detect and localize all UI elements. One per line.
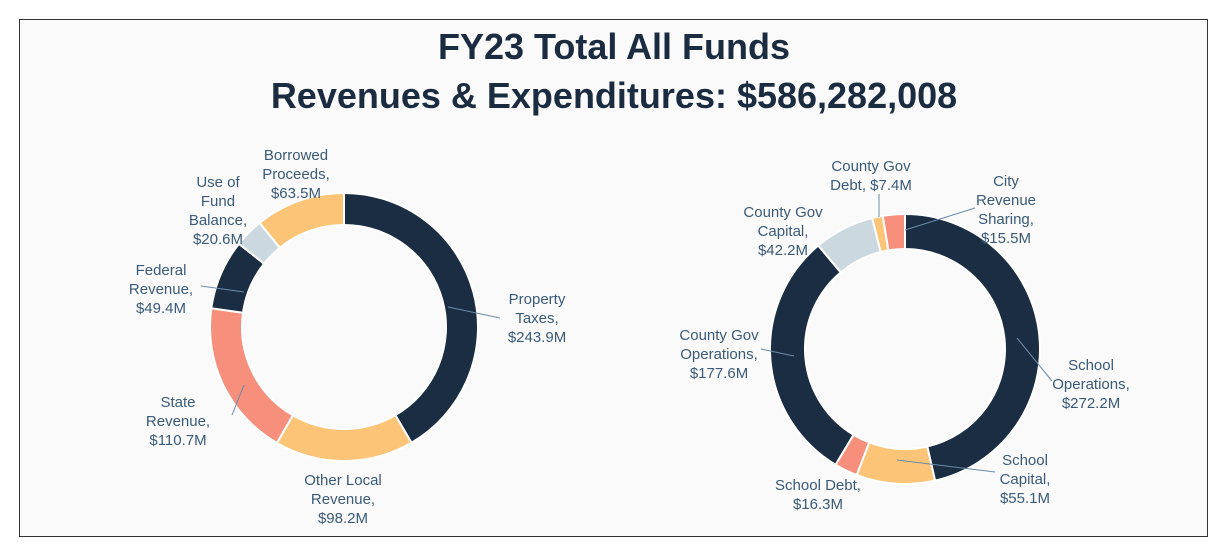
label-federal-revenue: Federal Revenue, $49.4M bbox=[129, 262, 193, 317]
slice-city-revenue-sharing bbox=[881, 212, 906, 252]
label-borrowed-proceeds: Borrowed Proceeds, $63.5M bbox=[262, 147, 330, 202]
label-school-operations: School Operations, $272.2M bbox=[1052, 357, 1130, 412]
label-line: $55.1M bbox=[1000, 490, 1050, 507]
label-line: Balance, bbox=[189, 212, 247, 229]
label-line: City bbox=[993, 173, 1019, 190]
label-line: $98.2M bbox=[318, 510, 368, 527]
label-line: Revenue bbox=[976, 192, 1036, 209]
label-line: State bbox=[160, 394, 195, 411]
slice-other-local-revenue bbox=[275, 413, 413, 462]
label-line: Revenue, bbox=[146, 413, 210, 430]
label-use-of-fund-balance: Use of Fund Balance, $20.6M bbox=[189, 174, 247, 248]
label-city-revenue-sharing: City Revenue Sharing, $15.5M bbox=[976, 173, 1036, 247]
label-line: Property bbox=[509, 291, 566, 308]
label-line: Capital, bbox=[758, 223, 809, 240]
label-line: $16.3M bbox=[793, 496, 843, 513]
label-line: Revenue, bbox=[311, 491, 375, 508]
leader-line-city-revenue-sharing bbox=[904, 207, 976, 231]
label-county-gov-capital: County Gov Capital, $42.2M bbox=[743, 204, 823, 259]
label-line: Federal bbox=[136, 262, 187, 279]
label-county-gov-operations: County Gov Operations, $177.6M bbox=[679, 327, 759, 382]
label-line: $15.5M bbox=[981, 230, 1031, 247]
label-line: Sharing, bbox=[978, 211, 1034, 228]
label-line: Borrowed bbox=[264, 147, 328, 164]
label-line: $243.9M bbox=[508, 329, 566, 346]
label-line: Capital, bbox=[1000, 471, 1051, 488]
label-line: $63.5M bbox=[271, 185, 321, 202]
slice-borrowed-proceeds bbox=[258, 191, 345, 250]
slice-state-revenue bbox=[209, 307, 295, 445]
leader-line-school-operations bbox=[1016, 337, 1053, 382]
leader-line-school-capital bbox=[896, 459, 996, 473]
leader-line-federal-revenue bbox=[200, 285, 245, 293]
label-line: County Gov bbox=[831, 158, 911, 175]
label-line: School Debt, bbox=[775, 477, 861, 494]
label-line: Revenue, bbox=[129, 281, 193, 298]
label-line: $272.2M bbox=[1062, 395, 1120, 412]
leader-line-county-gov-operations bbox=[760, 348, 795, 357]
label-line: $110.7M bbox=[149, 432, 206, 449]
label-line: County Gov bbox=[743, 204, 823, 221]
label-line: $42.2M bbox=[758, 242, 808, 259]
label-line: Operations, bbox=[1052, 376, 1130, 393]
chart-title-line-1: FY23 Total All Funds bbox=[437, 26, 791, 67]
label-line: Operations, bbox=[680, 346, 758, 363]
leader-line-state-revenue bbox=[231, 384, 245, 416]
label-line: $49.4M bbox=[136, 300, 186, 317]
label-state-revenue: State Revenue, $110.7M bbox=[146, 394, 210, 449]
leader-line-property-taxes bbox=[447, 306, 501, 319]
label-line: Use of bbox=[196, 174, 240, 191]
chart-title-line-2: Revenues & Expenditures: $586,282,008 bbox=[270, 75, 958, 116]
label-school-debt: School Debt, $16.3M bbox=[775, 477, 861, 513]
label-line: School bbox=[1002, 452, 1048, 469]
label-line: County Gov bbox=[679, 327, 759, 344]
label-other-local-revenue: Other Local Revenue, $98.2M bbox=[304, 472, 382, 527]
revenues-donut: Property Taxes, $243.9M Other Local Revenue,… bbox=[129, 147, 566, 527]
expenditures-donut: School Operations, $272.2M School Capital, $5… bbox=[679, 158, 1129, 513]
label-line: $177.6M bbox=[690, 365, 748, 382]
label-line: Fund bbox=[201, 193, 235, 210]
label-property-taxes: Property Taxes, $243.9M bbox=[508, 291, 566, 346]
label-line: Debt, $7.4M bbox=[830, 177, 912, 194]
label-line: Other Local bbox=[304, 472, 382, 489]
slice-property-taxes bbox=[343, 191, 479, 445]
slice-school-operations bbox=[904, 212, 1041, 482]
label-line: School bbox=[1068, 357, 1114, 374]
label-school-capital: School Capital, $55.1M bbox=[1000, 452, 1051, 507]
label-county-gov-debt: County Gov Debt, $7.4M bbox=[830, 158, 912, 194]
slice-county-gov-operations bbox=[769, 244, 855, 467]
label-line: Taxes, bbox=[515, 310, 558, 327]
label-line: Proceeds, bbox=[262, 166, 330, 183]
label-line: $20.6M bbox=[193, 231, 243, 248]
